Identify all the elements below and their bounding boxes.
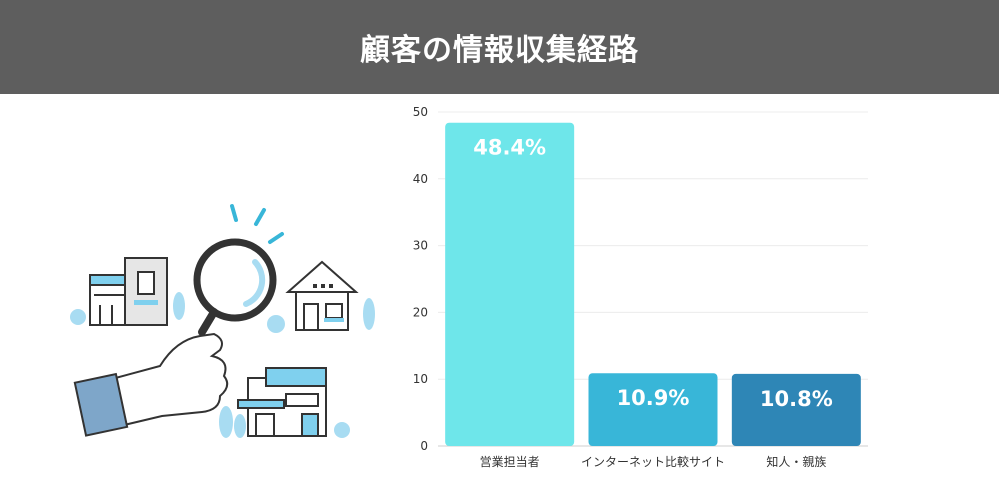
bar-chart: 0 10 20 30 40 50 48.4% 営業担当者 10.9% インターネット比較サイト 10… (400, 100, 880, 480)
y-tick-label: 30 (413, 239, 428, 253)
bar (588, 373, 718, 446)
x-tick-label: インターネット比較サイト (581, 454, 725, 469)
magnifier-icon (193, 204, 284, 336)
house-icon (70, 257, 185, 326)
house-icon (267, 260, 375, 333)
data-label: 48.4% (473, 136, 546, 160)
y-tick-label: 40 (413, 172, 428, 186)
y-tick-label: 50 (413, 105, 428, 119)
data-label: 10.9% (617, 386, 690, 410)
bar-chart-svg: 0 10 20 30 40 50 48.4% 営業担当者 10.9% インターネット比較サイト 10… (413, 105, 868, 469)
page-title: 顧客の情報収集経路 (360, 33, 639, 68)
y-tick-label: 20 (413, 305, 428, 319)
house-search-illustration (60, 200, 390, 460)
x-tick-label: 営業担当者 (480, 455, 540, 469)
y-tick-label: 10 (413, 372, 428, 386)
data-label: 10.8% (760, 387, 833, 411)
y-tick-label: 0 (420, 439, 428, 453)
hand-icon (73, 332, 229, 437)
bar (731, 373, 861, 446)
page-header: 顧客の情報収集経路 (0, 0, 999, 94)
house-icon (219, 367, 350, 438)
x-tick-label: 知人・親族 (766, 455, 826, 469)
bar (445, 122, 575, 447)
